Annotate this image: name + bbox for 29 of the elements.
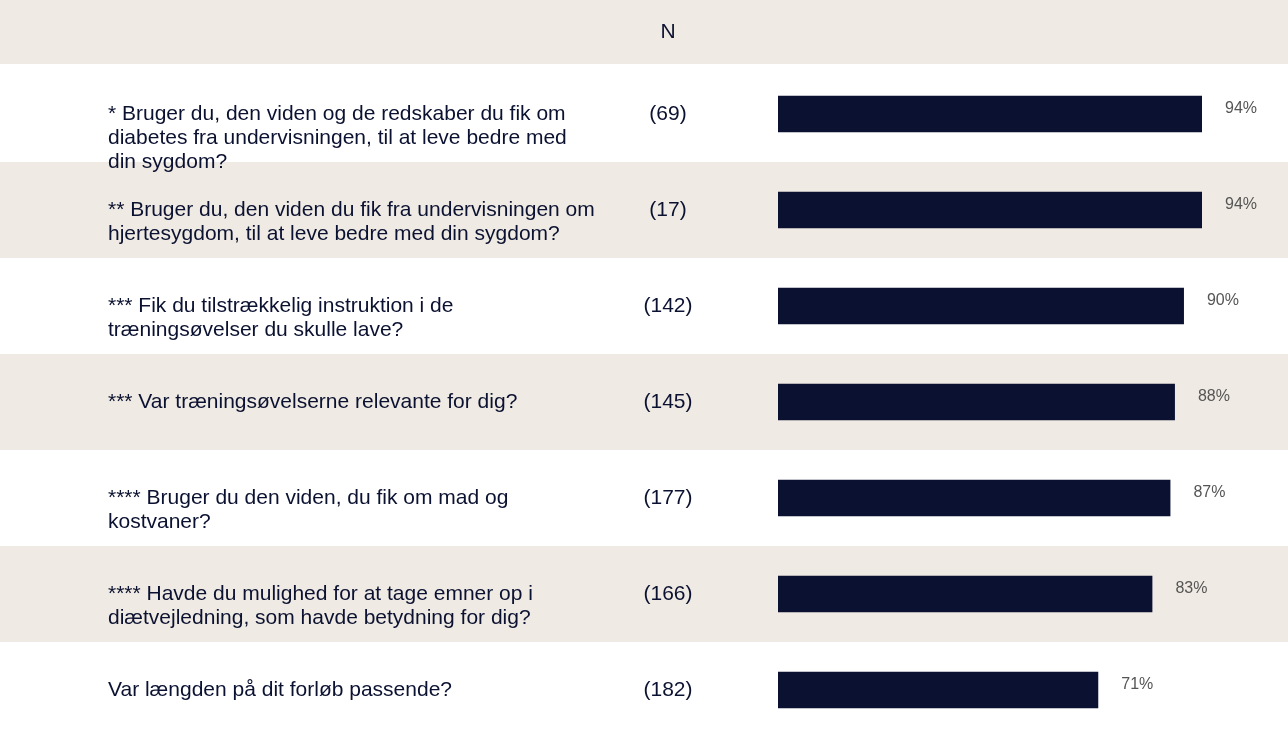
text: (17) [649,197,687,220]
y-tick-label: Var længden på dit forløb passende? [108,677,452,700]
y-tick-label: *** Fik du tilstrækkelig instruktion i de træningsøvelser du skulle lave? [108,293,454,340]
text: (182) [643,677,693,700]
bar [778,479,1171,517]
data-label: 83% [1175,579,1208,596]
y-tick-label: * Bruger du, den viden og de redskaber du fik om diabetes fra undervisningen, til at leve bedre med din sygdom? [108,101,567,172]
data-label: 87% [1193,483,1226,500]
y-tick-label: **** Bruger du den viden, du fik om mad og kostvaner? [108,485,509,532]
y-tick-label: **** Havde du mulighed for at tage emner op i diætvejledning, som havde betydning for dig? [108,581,533,628]
bar [778,287,1184,325]
bar [778,191,1202,229]
data-label: 94% [1225,195,1258,212]
y-tick-label: ** Bruger du, den viden du fik fra undervisningen om hjertesygdom, til at leve bedre med din sygdom? [108,197,595,244]
data-label: 90% [1206,291,1239,308]
y-tick-label: *** Var træningsøvelserne relevante for dig? [108,389,518,412]
data-label: 94% [1225,99,1258,116]
bar [778,95,1202,133]
text: (142) [643,293,693,316]
bar [778,671,1099,709]
text: (69) [649,101,687,124]
text: (177) [643,485,693,508]
bar [778,575,1153,613]
text: (166) [643,581,693,604]
data-label: 88% [1197,387,1230,404]
data-label: 71% [1121,675,1154,692]
bar [778,383,1175,421]
text: N [660,19,676,42]
text: (145) [643,389,693,412]
